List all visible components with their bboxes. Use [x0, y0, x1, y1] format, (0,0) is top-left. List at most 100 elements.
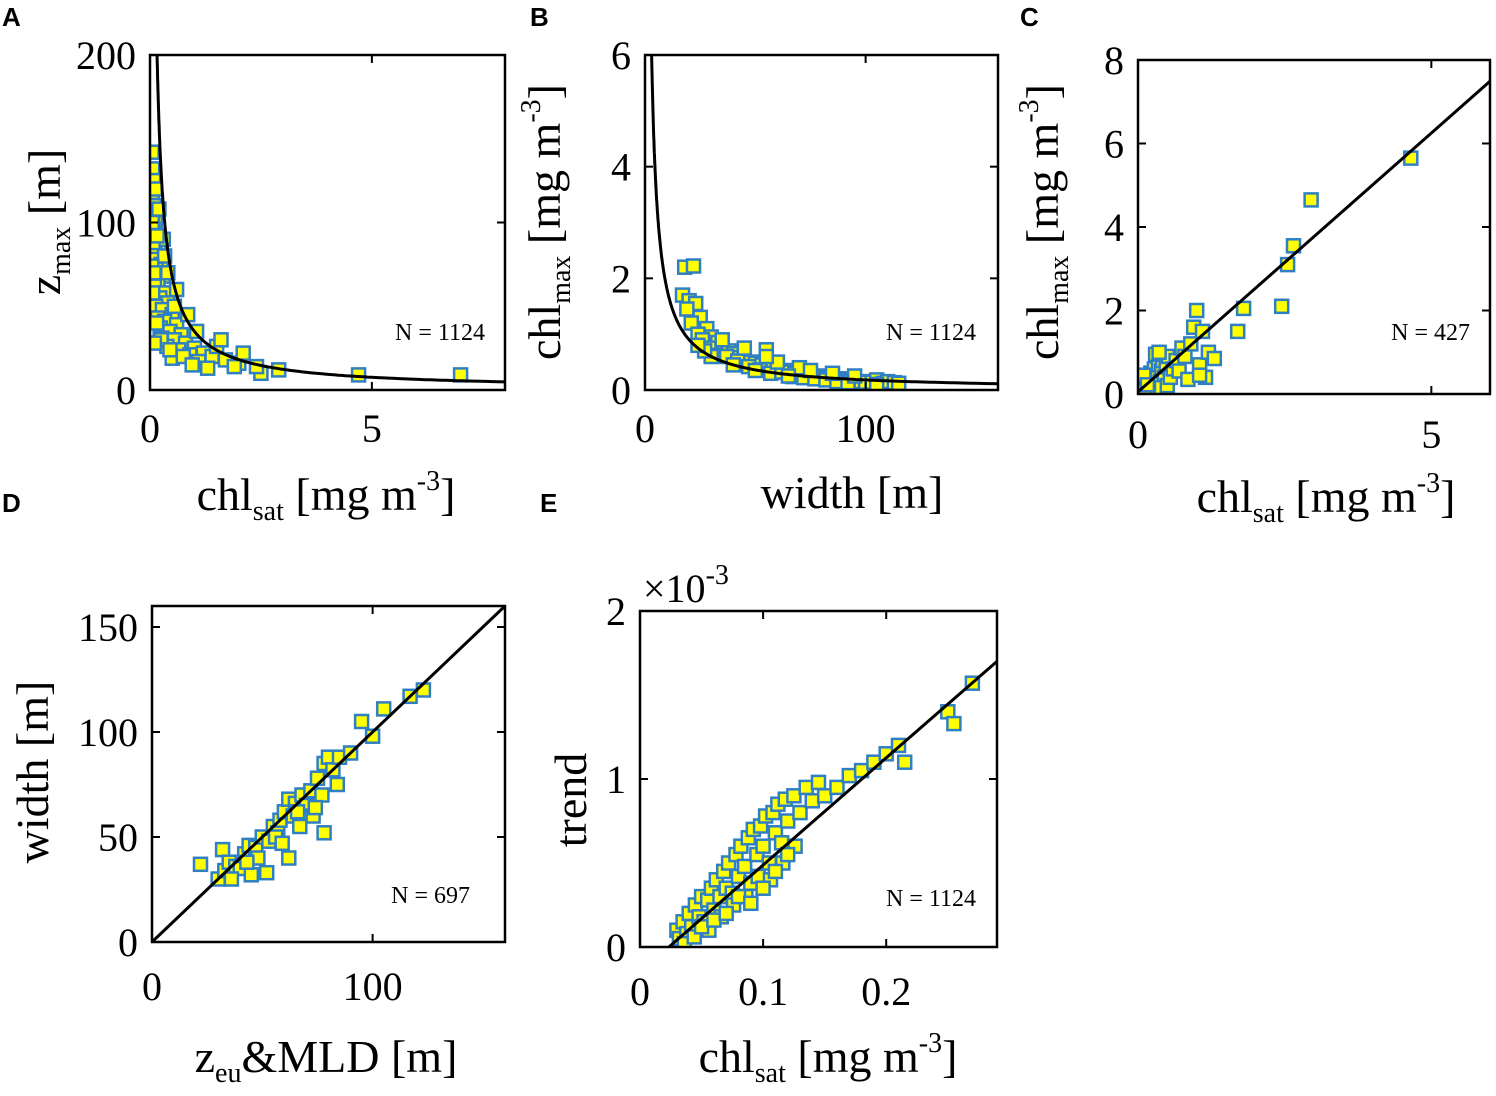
data-point: [192, 856, 209, 873]
y-tick-label: 0: [611, 368, 631, 413]
data-point: [679, 301, 695, 317]
y-axis-label: zmax [m]: [19, 149, 77, 296]
data-point: [767, 863, 784, 880]
x-axis-label-rest: [mg m: [1284, 471, 1417, 522]
x-axis-label-main: z: [195, 1031, 215, 1082]
x-axis-label-sub: sat: [755, 1058, 786, 1089]
y-tick-label: 2: [606, 589, 626, 634]
data-point: [375, 701, 392, 717]
x-tick-label: 5: [362, 406, 382, 451]
n-count-label: N = 1124: [395, 320, 485, 346]
data-point: [316, 825, 332, 841]
y-axis-label: trend: [545, 753, 596, 848]
data-point: [786, 788, 802, 804]
data-point: [150, 228, 165, 244]
points-group: [674, 258, 907, 390]
data-point: [314, 787, 330, 803]
x-axis-label: chlsat [mg m-3]: [197, 466, 456, 527]
data-point: [226, 358, 243, 375]
data-point: [243, 867, 260, 883]
data-point: [718, 905, 734, 922]
data-point: [736, 340, 753, 356]
x-axis-label-end: ]: [942, 1031, 957, 1082]
data-point: [758, 348, 775, 365]
y-tick-label: 100: [78, 710, 138, 755]
y-axis-label-sup: -3: [516, 99, 547, 122]
data-point: [1285, 238, 1302, 254]
y-tick-label: 4: [1104, 205, 1124, 250]
x-axis-label-end: ]: [440, 469, 455, 520]
data-point: [258, 864, 275, 881]
y-axis-label-main: chl: [1017, 304, 1068, 360]
data-point: [1273, 298, 1290, 315]
x-axis-label-main: chl: [699, 1031, 755, 1082]
data-point: [1235, 300, 1252, 317]
y-axis-label: chlmax [mg m-3]: [1014, 84, 1075, 360]
y-axis-label-main: z: [19, 275, 70, 295]
x-axis-label-sup: -3: [919, 1028, 942, 1059]
x-axis-label-main: chl: [1197, 471, 1253, 522]
x-axis-label-rest: [mg m: [786, 1031, 919, 1082]
y-axis-label-main: trend: [545, 753, 596, 848]
data-point: [946, 715, 962, 732]
fit-line: [667, 660, 997, 947]
y-axis-label-main: width [m]: [7, 681, 58, 864]
x-axis-label-sub: eu: [215, 1058, 241, 1089]
y-axis-label-rest: [m]: [19, 149, 70, 227]
data-point: [150, 265, 162, 281]
y-axis-label-end: ]: [1017, 84, 1068, 99]
data-point: [184, 357, 200, 373]
y-tick-label: 0: [118, 920, 138, 965]
data-point: [896, 754, 913, 770]
data-point: [1191, 367, 1208, 383]
panel-letter: C: [1020, 2, 1039, 32]
x-axis-label-rest: &MLD [m]: [241, 1031, 457, 1082]
data-point: [281, 850, 297, 866]
data-point: [792, 804, 808, 821]
x-tick-label: 5: [1421, 412, 1441, 457]
data-point: [1206, 350, 1223, 367]
data-point: [685, 258, 702, 274]
data-point: [743, 895, 759, 912]
panel-d: D 0 100 0 50 100 150 N = 697 zeu&MLD [m] width [m…: [2, 488, 507, 1089]
x-axis-label: chlsat [mg m-3]: [1197, 468, 1456, 529]
y-tick-label: 6: [611, 33, 631, 78]
x-tick-label: 0.1: [738, 969, 788, 1014]
points-group: [150, 144, 469, 383]
data-point: [213, 332, 229, 348]
data-point: [890, 375, 907, 390]
y-tick-label: 6: [1104, 122, 1124, 167]
y-tick-label: 200: [76, 33, 136, 78]
x-axis-label-end: ]: [1440, 471, 1455, 522]
panel-letter: A: [2, 2, 21, 32]
n-count-label: N = 1124: [886, 886, 976, 912]
data-point: [810, 774, 827, 791]
data-point: [162, 342, 178, 358]
y-axis-label-sub: max: [1044, 256, 1075, 304]
data-point: [223, 871, 240, 887]
fit-line: [650, 55, 998, 386]
data-point: [1188, 302, 1205, 319]
x-axis-label-main: chl: [197, 469, 253, 520]
y-multiplier-exp: -3: [706, 560, 729, 591]
data-point: [804, 793, 821, 809]
x-axis-label-rest: [mg m: [284, 469, 417, 520]
data-point: [779, 813, 796, 829]
data-point: [353, 713, 370, 730]
y-multiplier: ×10-3: [643, 560, 729, 611]
data-point: [1229, 323, 1246, 340]
y-tick-label: 2: [1104, 289, 1124, 334]
data-point: [853, 762, 870, 779]
n-count-label: N = 697: [391, 883, 470, 909]
fit-line: [1138, 80, 1490, 394]
data-point: [1194, 323, 1211, 340]
data-point: [829, 779, 845, 796]
data-point: [329, 776, 346, 793]
y-tick-label: 100: [76, 201, 136, 246]
data-point: [150, 315, 165, 331]
n-count-label: N = 427: [1391, 320, 1470, 346]
y-tick-label: 150: [78, 605, 138, 650]
